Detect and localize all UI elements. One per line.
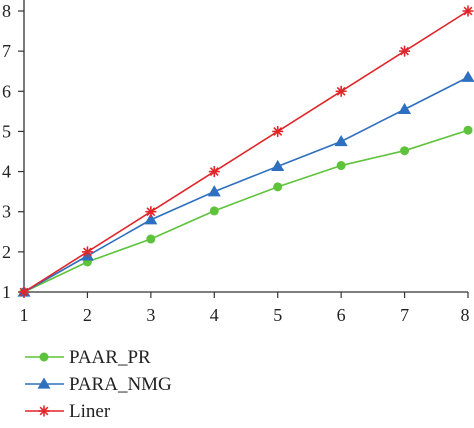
legend-item-paar-pr: PAAR_PR xyxy=(25,347,151,368)
legend-label-liner: Liner xyxy=(69,401,111,422)
data-point-para-nmg xyxy=(207,185,221,197)
data-point-liner xyxy=(399,45,411,57)
data-point-liner xyxy=(272,125,284,137)
series-line-paar-pr xyxy=(23,129,469,293)
data-point-para-nmg xyxy=(398,102,412,115)
y-tick-label: 2 xyxy=(2,242,11,262)
data-point-liner xyxy=(81,246,93,258)
y-tick-label: 8 xyxy=(2,1,11,21)
series-paar-pr xyxy=(19,125,473,297)
y-tick-label: 7 xyxy=(2,41,11,61)
series-liner xyxy=(18,5,474,298)
data-point-para-nmg xyxy=(334,134,348,147)
x-tick-label: 4 xyxy=(210,305,219,325)
data-point-liner xyxy=(208,166,220,178)
series-layer xyxy=(17,5,474,298)
legend-label-paar-pr: PAAR_PR xyxy=(69,347,151,368)
legend-label-para-nmg: PARA_NMG xyxy=(69,374,172,395)
y-tick-label: 1 xyxy=(2,282,11,302)
x-tick-label: 3 xyxy=(146,305,155,325)
x-tick-label: 1 xyxy=(20,305,29,325)
data-point-paar-pr xyxy=(209,206,219,216)
x-tick-label: 2 xyxy=(83,305,92,325)
axes: 1 2 3 4 5 6 7 8 1 2 3 4 5 6 7 8 xyxy=(2,0,470,325)
data-point-liner xyxy=(462,5,474,17)
data-point-paar-pr xyxy=(273,182,283,192)
legend-item-para-nmg: PARA_NMG xyxy=(25,374,172,395)
data-point-paar-pr xyxy=(400,146,410,156)
y-tick-label: 4 xyxy=(2,162,11,182)
data-point-para-nmg xyxy=(461,70,474,82)
y-tick-label: 5 xyxy=(2,121,11,141)
data-point-paar-pr xyxy=(463,125,473,135)
legend-marker-para-nmg xyxy=(37,377,51,389)
y-tick-label: 3 xyxy=(2,202,11,222)
x-tick-label: 7 xyxy=(400,305,409,325)
series-line-para-nmg xyxy=(23,76,469,293)
data-point-liner xyxy=(335,85,347,97)
x-tick-label: 6 xyxy=(337,305,346,325)
legend-item-liner: Liner xyxy=(25,401,111,422)
legend: PAAR_PR PARA_NMG Liner xyxy=(25,347,172,422)
legend-marker-liner xyxy=(38,405,50,417)
data-point-paar-pr xyxy=(336,161,346,171)
series-line-liner xyxy=(23,10,469,293)
data-point-para-nmg xyxy=(144,213,158,225)
legend-marker-paar-pr xyxy=(39,352,49,362)
data-point-liner xyxy=(145,206,157,218)
x-tick-label: 5 xyxy=(273,305,282,325)
data-point-liner xyxy=(18,286,30,298)
data-point-para-nmg xyxy=(271,159,285,172)
y-tick-label: 6 xyxy=(2,81,11,101)
x-tick-label: 8 xyxy=(461,305,470,325)
data-point-paar-pr xyxy=(146,234,156,244)
